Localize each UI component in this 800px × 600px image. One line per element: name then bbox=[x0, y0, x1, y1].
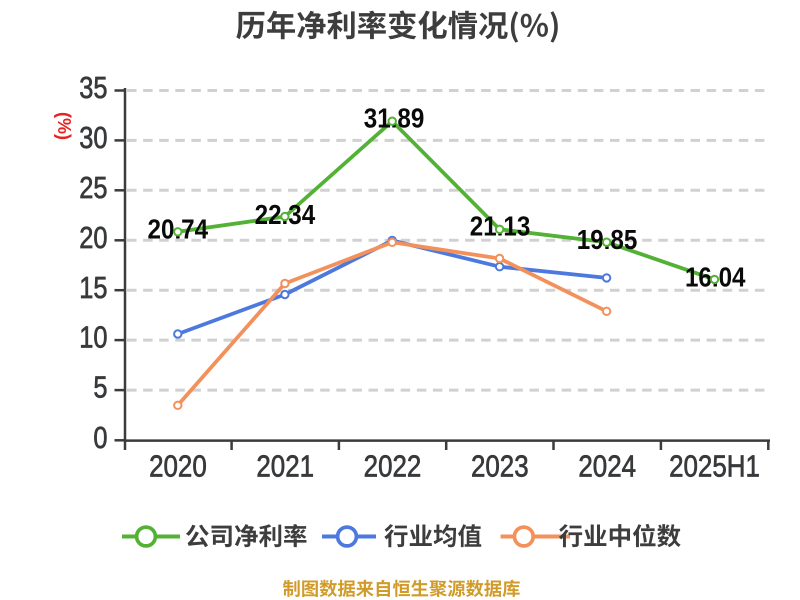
svg-text:2020: 2020 bbox=[149, 448, 207, 482]
svg-text:35: 35 bbox=[79, 71, 107, 105]
svg-text:5: 5 bbox=[93, 371, 107, 405]
svg-text:2022: 2022 bbox=[364, 448, 422, 482]
svg-text:25: 25 bbox=[79, 171, 107, 205]
svg-text:20: 20 bbox=[79, 221, 107, 255]
svg-text:30: 30 bbox=[79, 121, 107, 155]
svg-text:2021: 2021 bbox=[256, 448, 314, 482]
svg-text:2023: 2023 bbox=[471, 448, 529, 482]
svg-text:(%): (%) bbox=[54, 112, 74, 140]
svg-text:10: 10 bbox=[79, 321, 107, 355]
svg-text:2024: 2024 bbox=[578, 448, 636, 482]
svg-text:2025H1: 2025H1 bbox=[669, 448, 760, 482]
svg-text:15: 15 bbox=[79, 271, 107, 305]
svg-text:0: 0 bbox=[93, 421, 107, 455]
